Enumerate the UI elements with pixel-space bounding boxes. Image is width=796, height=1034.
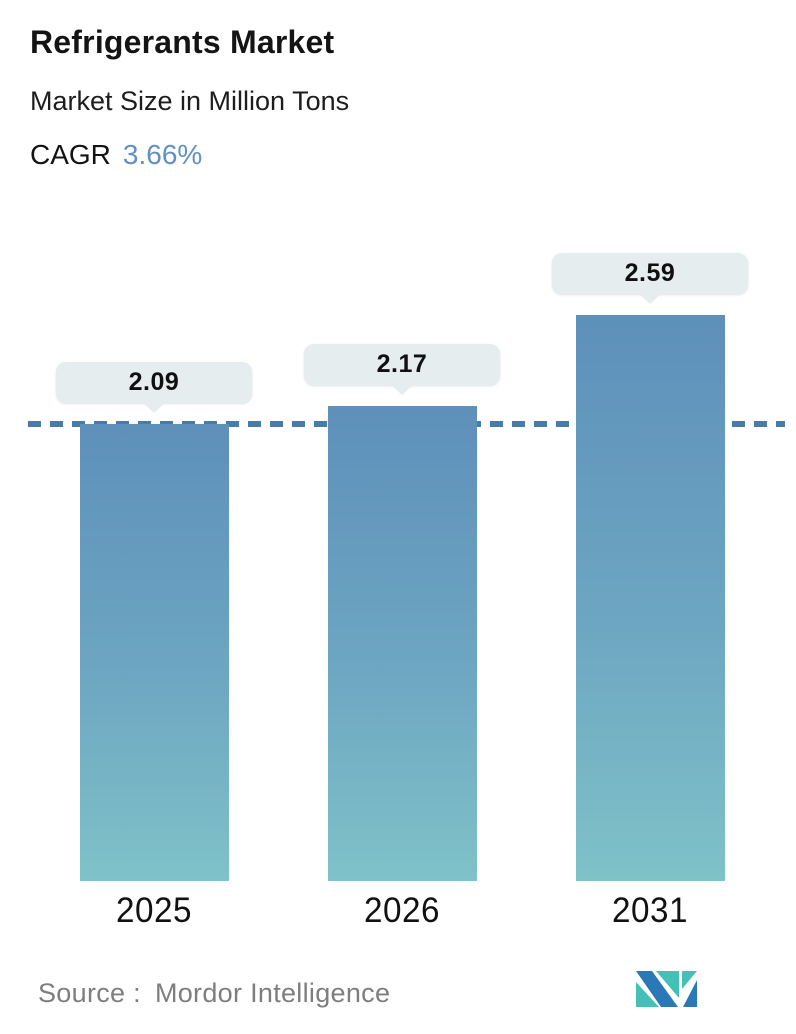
bubble-value: 2.09 [128,368,180,396]
mordor-intelligence-logo [636,971,697,1007]
bar-2025 [79,424,229,881]
axis-label-2026: 2026 [364,891,440,930]
value-bubble: 2.59 [552,253,748,304]
bubble-tail [638,293,662,304]
bubble-value: 2.17 [376,350,428,378]
chart-header: Refrigerants Market Market Size in Milli… [30,24,349,171]
cagr-label: CAGR [30,139,111,170]
cagr-value: 3.66% [122,139,203,170]
bubble-tail [142,402,166,413]
page-title: Refrigerants Market [30,24,335,60]
chart-subtitle: Market Size in Million Tons [30,86,350,116]
value-bubble: 2.09 [56,362,252,413]
cagr-line: CAGR 3.66% [30,139,349,171]
bar-2026 [327,406,477,881]
axis-label-2031: 2031 [612,891,688,930]
source-value: Mordor Intelligence [154,978,391,1008]
axis-label-2025: 2025 [116,891,192,930]
source-text: Source : Mordor Intelligence [38,978,390,1009]
bubble-value: 2.59 [624,259,676,287]
value-bubble: 2.17 [304,344,500,395]
source-label: Source : [38,978,141,1008]
bubble-tail [390,384,414,395]
bar-2031 [575,315,725,881]
